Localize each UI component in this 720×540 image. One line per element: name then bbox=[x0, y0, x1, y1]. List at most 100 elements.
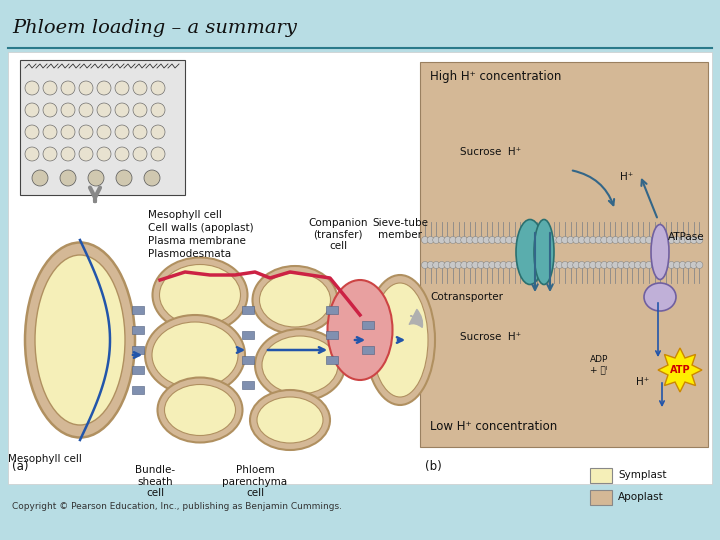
Bar bbox=[8, 52, 712, 484]
Ellipse shape bbox=[145, 315, 245, 395]
Text: Mesophyll cell: Mesophyll cell bbox=[148, 210, 222, 220]
Circle shape bbox=[25, 147, 39, 161]
Circle shape bbox=[685, 237, 692, 244]
Circle shape bbox=[472, 261, 479, 268]
Bar bbox=[362, 321, 374, 329]
Circle shape bbox=[500, 237, 507, 244]
Circle shape bbox=[618, 237, 624, 244]
Circle shape bbox=[572, 237, 580, 244]
Text: Sucrose  H⁺: Sucrose H⁺ bbox=[460, 332, 521, 342]
Circle shape bbox=[88, 170, 104, 186]
Text: Mesophyll cell: Mesophyll cell bbox=[8, 454, 82, 464]
Circle shape bbox=[144, 170, 160, 186]
Circle shape bbox=[25, 125, 39, 139]
Circle shape bbox=[477, 237, 485, 244]
Circle shape bbox=[584, 237, 591, 244]
Bar bbox=[326, 331, 338, 339]
Circle shape bbox=[444, 237, 451, 244]
Ellipse shape bbox=[262, 336, 338, 394]
Text: ATP: ATP bbox=[670, 365, 690, 375]
Circle shape bbox=[634, 261, 642, 268]
Circle shape bbox=[79, 147, 93, 161]
Ellipse shape bbox=[25, 242, 135, 437]
Circle shape bbox=[572, 261, 580, 268]
Circle shape bbox=[595, 261, 602, 268]
Circle shape bbox=[483, 261, 490, 268]
Circle shape bbox=[79, 125, 93, 139]
Ellipse shape bbox=[250, 390, 330, 450]
Circle shape bbox=[495, 237, 501, 244]
Circle shape bbox=[433, 261, 440, 268]
Circle shape bbox=[449, 237, 456, 244]
Circle shape bbox=[556, 237, 563, 244]
Circle shape bbox=[640, 237, 647, 244]
Circle shape bbox=[461, 261, 468, 268]
Circle shape bbox=[646, 261, 652, 268]
Circle shape bbox=[151, 103, 165, 117]
Circle shape bbox=[133, 81, 147, 95]
Bar bbox=[132, 306, 144, 314]
Circle shape bbox=[61, 125, 75, 139]
Text: Low H⁺ concentration: Low H⁺ concentration bbox=[430, 420, 557, 433]
Circle shape bbox=[115, 81, 129, 95]
Circle shape bbox=[455, 237, 462, 244]
Circle shape bbox=[79, 81, 93, 95]
Bar bbox=[590, 468, 612, 483]
Circle shape bbox=[61, 103, 75, 117]
Circle shape bbox=[517, 261, 523, 268]
Circle shape bbox=[629, 237, 636, 244]
Circle shape bbox=[550, 261, 557, 268]
Circle shape bbox=[115, 147, 129, 161]
Circle shape bbox=[43, 103, 57, 117]
Circle shape bbox=[25, 81, 39, 95]
Circle shape bbox=[685, 261, 692, 268]
Circle shape bbox=[495, 261, 501, 268]
Circle shape bbox=[629, 261, 636, 268]
Circle shape bbox=[595, 237, 602, 244]
Circle shape bbox=[483, 237, 490, 244]
Bar bbox=[590, 490, 612, 505]
Circle shape bbox=[115, 103, 129, 117]
Bar bbox=[20, 60, 185, 195]
Circle shape bbox=[467, 237, 473, 244]
Circle shape bbox=[623, 261, 630, 268]
Text: ADP
+ Ⓟᴵ: ADP + Ⓟᴵ bbox=[590, 355, 608, 374]
Circle shape bbox=[151, 81, 165, 95]
Circle shape bbox=[43, 147, 57, 161]
Circle shape bbox=[25, 103, 39, 117]
Ellipse shape bbox=[365, 275, 435, 405]
Circle shape bbox=[472, 237, 479, 244]
Circle shape bbox=[32, 170, 48, 186]
Polygon shape bbox=[658, 348, 702, 392]
Circle shape bbox=[79, 103, 93, 117]
Circle shape bbox=[151, 125, 165, 139]
Circle shape bbox=[97, 147, 111, 161]
Circle shape bbox=[612, 237, 619, 244]
Circle shape bbox=[43, 81, 57, 95]
Ellipse shape bbox=[255, 329, 345, 401]
Circle shape bbox=[690, 237, 697, 244]
Circle shape bbox=[545, 237, 552, 244]
Circle shape bbox=[578, 261, 585, 268]
Circle shape bbox=[427, 237, 434, 244]
Circle shape bbox=[651, 261, 658, 268]
Circle shape bbox=[668, 237, 675, 244]
Text: (b): (b) bbox=[425, 460, 442, 473]
Circle shape bbox=[97, 81, 111, 95]
Ellipse shape bbox=[534, 219, 554, 285]
Text: Symplast: Symplast bbox=[618, 470, 667, 481]
Text: Copyright © Pearson Education, Inc., publishing as Benjamin Cummings.: Copyright © Pearson Education, Inc., pub… bbox=[12, 502, 342, 511]
Text: Cotransporter: Cotransporter bbox=[430, 292, 503, 302]
Text: Plasma membrane: Plasma membrane bbox=[148, 236, 246, 246]
Circle shape bbox=[673, 261, 680, 268]
Bar bbox=[132, 386, 144, 394]
Circle shape bbox=[438, 261, 445, 268]
Circle shape bbox=[438, 237, 445, 244]
Circle shape bbox=[606, 261, 613, 268]
Ellipse shape bbox=[164, 384, 235, 435]
Text: H⁺: H⁺ bbox=[620, 172, 634, 182]
Circle shape bbox=[578, 237, 585, 244]
Circle shape bbox=[612, 261, 619, 268]
Circle shape bbox=[511, 261, 518, 268]
Circle shape bbox=[696, 237, 703, 244]
